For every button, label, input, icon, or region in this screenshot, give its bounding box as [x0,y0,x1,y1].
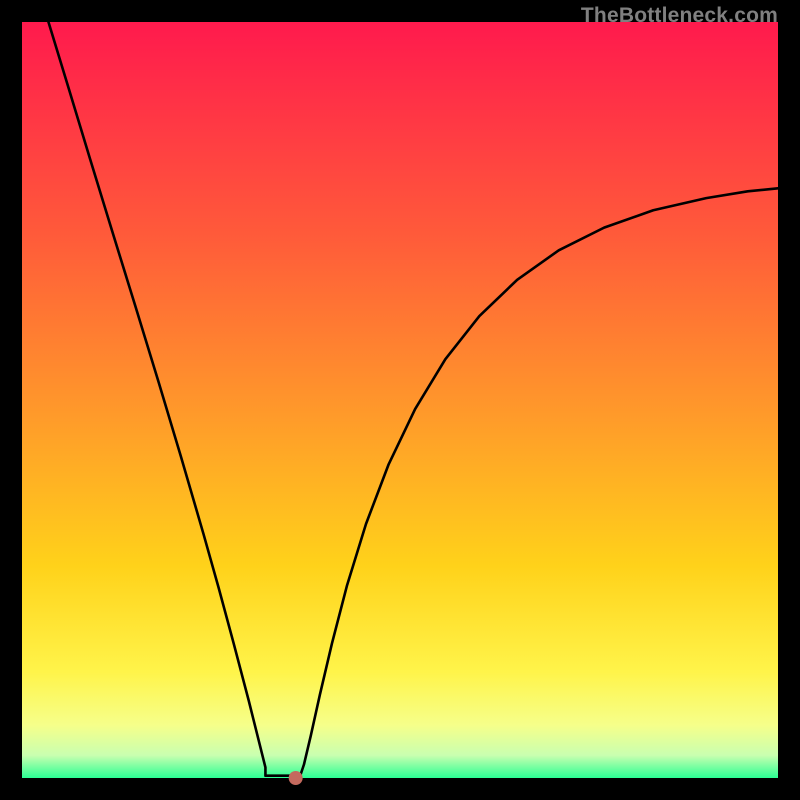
bottleneck-curve [48,22,778,776]
plot-area [22,22,778,778]
curve-svg [22,22,778,778]
vertex-marker [289,771,303,785]
chart-frame: TheBottleneck.com [0,0,800,800]
